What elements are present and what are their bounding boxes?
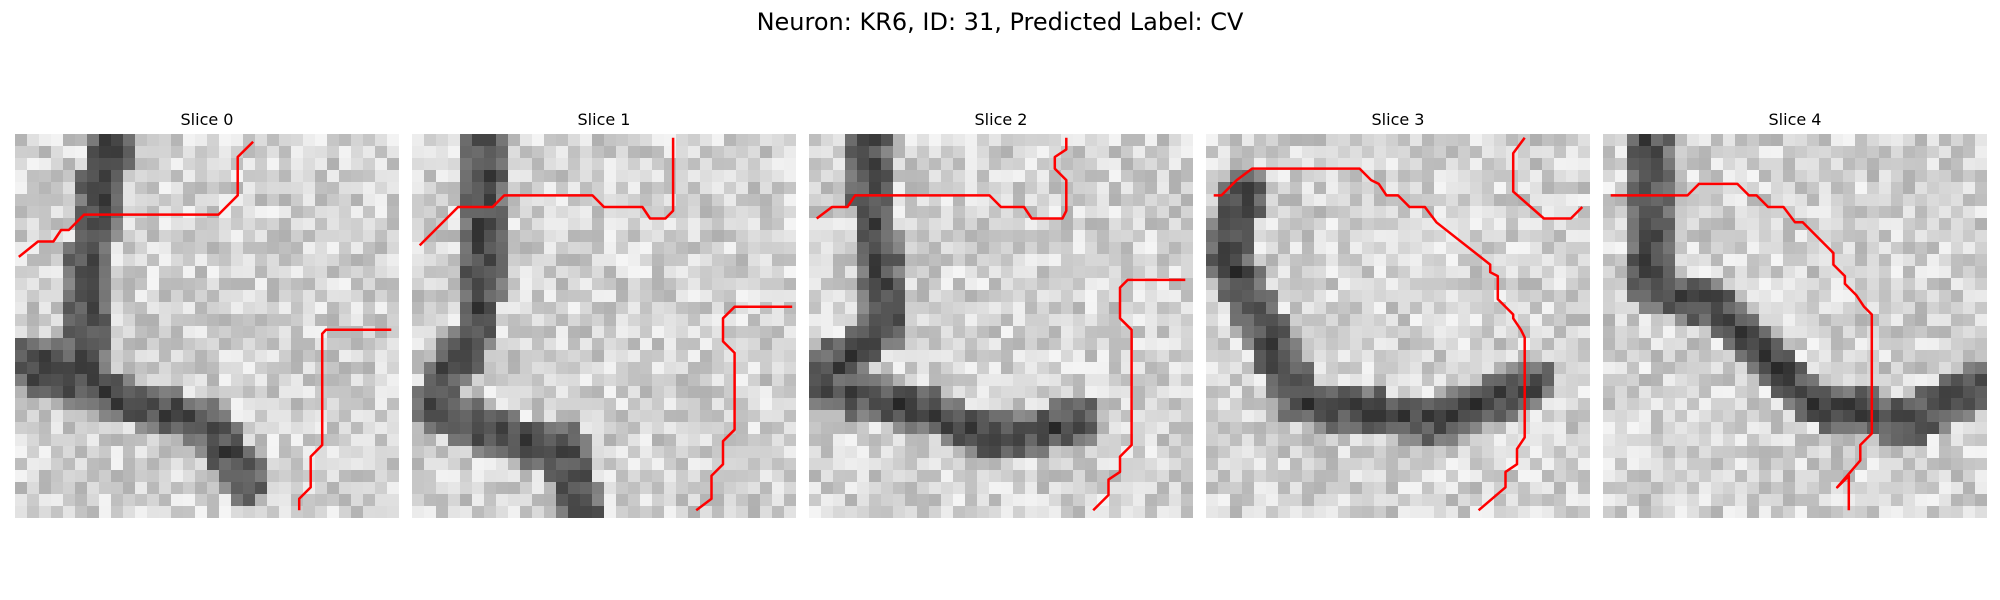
segmentation-contour-1 (418, 137, 675, 247)
segmentation-contour-1 (815, 137, 1068, 220)
pixel-grid (1603, 134, 1987, 518)
slice-4-title: Slice 4 (1768, 110, 1822, 129)
slice-0-image (15, 134, 399, 518)
slice-2-image (809, 134, 1193, 518)
segmentation-contour-2 (695, 305, 793, 512)
pixel-grid (412, 134, 796, 518)
segmentation-contour-2 (1511, 137, 1584, 220)
segmentation-contour-1 (1610, 182, 1874, 511)
slice-0-title: Slice 0 (180, 110, 234, 129)
slice-2-title: Slice 2 (974, 110, 1028, 129)
slice-4-image (1603, 134, 1987, 518)
slice-1-image (412, 134, 796, 518)
pixel-grid (15, 134, 399, 518)
pixel-grid (809, 134, 1193, 518)
slice-1-title: Slice 1 (577, 110, 631, 129)
figure-title: Neuron: KR6, ID: 31, Predicted Label: CV (756, 8, 1244, 36)
segmentation-contour-1 (18, 140, 254, 258)
segmentation-contour-1 (1213, 167, 1526, 512)
slice-3-title: Slice 3 (1371, 110, 1425, 129)
segmentation-contour-2 (297, 328, 392, 511)
pixel-grid (1206, 134, 1590, 518)
slice-3-image (1206, 134, 1590, 518)
segmentation-contour-2 (1092, 278, 1186, 512)
